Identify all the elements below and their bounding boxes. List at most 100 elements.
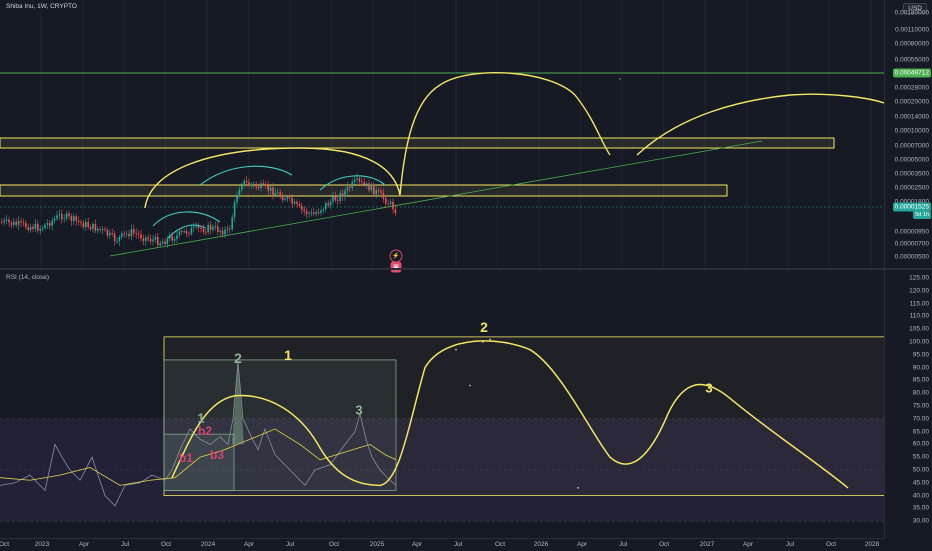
candle-body	[317, 212, 320, 214]
support-trendline	[109, 140, 763, 257]
candle-body	[171, 236, 173, 241]
time-tick-label: Jul	[453, 541, 463, 548]
projected-arc-1	[399, 72, 611, 196]
candle-body	[73, 216, 75, 222]
currency-button[interactable]: USD	[903, 3, 927, 14]
pane-divider[interactable]	[0, 268, 932, 270]
candle-body	[116, 241, 118, 242]
price-tick-label: 0.00080000	[894, 40, 929, 48]
candle-body	[209, 224, 212, 230]
rsi-tick-label: 90.00	[912, 364, 929, 372]
candle-body	[185, 231, 188, 234]
candle-body	[231, 217, 233, 230]
candle-body	[368, 183, 370, 191]
projection-box	[163, 336, 884, 496]
candle-body	[164, 241, 166, 244]
rsi-tick-label: 100.00	[909, 338, 929, 346]
candle-body	[130, 229, 133, 237]
candle-body	[49, 223, 51, 226]
price-chart-pane[interactable]: Shiba Inu, 1W, CRYPTO ⚡ ▣	[0, 0, 884, 273]
symbol-title[interactable]: Shiba Inu, 1W, CRYPTO	[6, 3, 77, 10]
candle-body	[169, 236, 171, 239]
candle-body	[373, 184, 375, 195]
price-tick-label: 0.00028000	[894, 84, 929, 92]
time-axis[interactable]: Oct 2023 Apr Jul Oct 2024 Apr Jul Oct 2025 Apr Jul O…	[0, 538, 884, 551]
candle-body	[193, 226, 195, 228]
candle-body	[358, 178, 361, 182]
candle-body	[123, 233, 125, 235]
candle-body	[149, 239, 152, 242]
candle-body	[214, 226, 217, 228]
candle-body	[3, 220, 5, 223]
candle-body	[188, 233, 190, 235]
candle-body	[356, 178, 358, 180]
candle-body	[25, 222, 27, 228]
candle-body	[351, 181, 353, 188]
price-axis[interactable]: USD 0.00180000 0.00110000 0.00080000 0.0005…	[884, 0, 932, 268]
candle-body	[97, 228, 99, 231]
candle-body	[337, 200, 339, 202]
candle-body	[341, 193, 344, 197]
candle-body	[349, 186, 351, 188]
candle-body	[320, 210, 322, 213]
event-marker-icon[interactable]: ▣	[390, 261, 402, 273]
resistance-zone-upper	[0, 137, 835, 149]
candle-body	[293, 201, 296, 204]
candle-body	[176, 234, 178, 240]
time-tick-label: 2026	[533, 541, 549, 548]
rsi-canvas[interactable]	[0, 270, 884, 538]
candle-body	[245, 180, 248, 183]
rsi-tick-label: 105.00	[909, 325, 929, 333]
candle-body	[308, 213, 310, 214]
candle-body	[154, 236, 157, 240]
price-chart-canvas[interactable]	[0, 0, 884, 268]
marker-dot	[619, 78, 621, 80]
candle-body	[255, 183, 257, 187]
candle-body	[39, 228, 41, 231]
candle-body	[8, 219, 10, 223]
current-price-badge: 0.00001525	[892, 202, 931, 212]
spike-fill	[232, 362, 244, 445]
rsi-pane[interactable]: RSI (14, close) 1 2 3 2 1 3 b1 b2 b3	[0, 270, 884, 538]
rsi-tick-label: 45.00	[912, 479, 929, 487]
candle-body	[219, 230, 221, 232]
candle-body	[22, 221, 25, 223]
candle-body	[80, 221, 82, 223]
wave-label-1: 1	[284, 347, 292, 363]
candle-body	[262, 183, 265, 185]
candle-body	[5, 219, 8, 221]
candle-body	[128, 233, 130, 237]
candle-body	[238, 189, 241, 197]
candle-body	[392, 201, 394, 210]
candle-body	[111, 232, 113, 234]
candle-body	[161, 241, 164, 244]
candle-body	[56, 215, 58, 219]
rsi-title[interactable]: RSI (14, close)	[6, 274, 49, 281]
candle-body	[279, 192, 281, 197]
time-tick-label: Oct	[160, 541, 172, 548]
candle-body	[296, 201, 298, 205]
candle-body	[257, 186, 260, 189]
candle-body	[233, 202, 236, 218]
candle-body	[137, 233, 140, 235]
candle-body	[289, 197, 291, 199]
candle-body	[344, 190, 346, 197]
candle-body	[46, 223, 49, 225]
time-tick-label: 2024	[200, 541, 216, 548]
candle-body	[339, 193, 341, 201]
candle-body	[32, 226, 34, 230]
candle-body	[29, 226, 32, 230]
candle-body	[142, 238, 145, 241]
candle-body	[202, 228, 205, 232]
candle-body	[327, 203, 329, 206]
sub-wave-label-3: 3	[355, 402, 363, 418]
time-tick-label: Jul	[618, 541, 628, 548]
projected-arc-2	[636, 93, 884, 156]
candle-body	[118, 236, 121, 242]
sub-wave-label-1: 1	[197, 410, 205, 426]
candle-body	[145, 237, 147, 241]
candle-body	[281, 196, 284, 200]
rsi-axis[interactable]: 125.00 120.00 115.00 110.00 105.00 100.00 95.0…	[884, 270, 932, 538]
candle-body	[325, 203, 327, 209]
candle-body	[389, 201, 392, 204]
